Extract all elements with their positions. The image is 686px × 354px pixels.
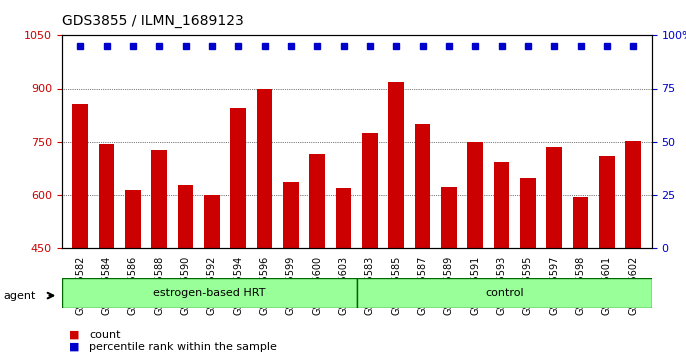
Bar [335, 188, 351, 354]
Bar [152, 150, 167, 354]
FancyBboxPatch shape [62, 278, 357, 308]
Bar [520, 178, 536, 354]
Bar [467, 142, 483, 354]
Bar [309, 154, 325, 354]
Text: ■: ■ [69, 330, 79, 339]
Text: agent: agent [3, 291, 36, 301]
Bar [441, 187, 457, 354]
Bar [626, 141, 641, 354]
Bar [573, 197, 589, 354]
Bar [230, 108, 246, 354]
Text: ■: ■ [69, 342, 79, 352]
Bar [283, 182, 299, 354]
Bar [204, 195, 220, 354]
FancyBboxPatch shape [357, 278, 652, 308]
Bar [388, 82, 404, 354]
Bar [99, 144, 115, 354]
Text: percentile rank within the sample: percentile rank within the sample [89, 342, 277, 352]
Text: GDS3855 / ILMN_1689123: GDS3855 / ILMN_1689123 [62, 14, 244, 28]
Text: estrogen-based HRT: estrogen-based HRT [153, 288, 265, 298]
Bar [72, 104, 88, 354]
Bar [178, 185, 193, 354]
Bar [599, 156, 615, 354]
Text: count: count [89, 330, 121, 339]
Bar [125, 190, 141, 354]
Bar [414, 124, 431, 354]
Bar [257, 88, 272, 354]
Bar [546, 147, 562, 354]
Text: control: control [485, 288, 523, 298]
Bar [494, 162, 510, 354]
Bar [362, 133, 378, 354]
